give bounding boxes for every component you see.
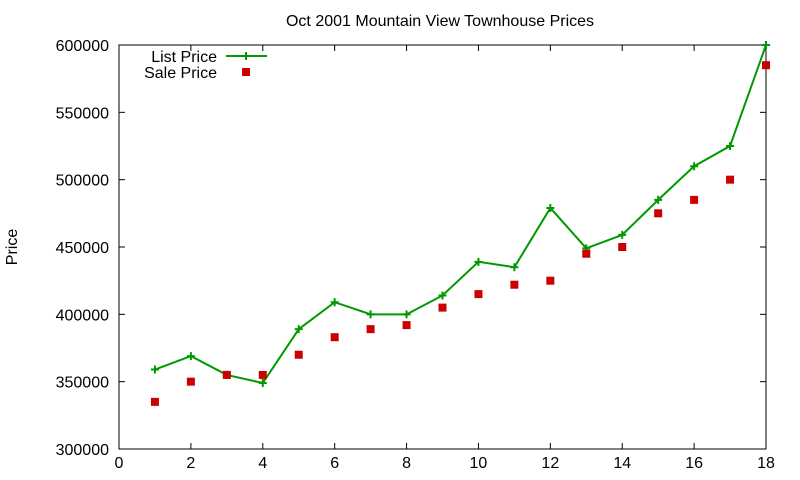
list-price-point bbox=[294, 325, 303, 334]
x-tick-label: 4 bbox=[258, 455, 267, 472]
x-tick-label: 16 bbox=[685, 455, 703, 472]
axis-ticks: 0 2 4 6 8 10 12 14 16 18 300000 350000 400000 450000 5… bbox=[56, 38, 775, 472]
list-price-point bbox=[330, 298, 339, 307]
sale-price-point bbox=[366, 325, 375, 334]
y-axis-label: Price bbox=[4, 229, 21, 266]
x-tick-label: 8 bbox=[402, 455, 411, 472]
plot-frame bbox=[118, 44, 767, 450]
sale-price-point bbox=[294, 350, 303, 359]
x-tick-label: 0 bbox=[115, 455, 124, 472]
sale-price-point bbox=[474, 290, 483, 299]
list-price-point bbox=[510, 263, 519, 272]
list-price-point bbox=[258, 379, 267, 388]
x-tick-label: 2 bbox=[186, 455, 195, 472]
list-price-line bbox=[154, 44, 767, 385]
series-list-price bbox=[150, 41, 770, 388]
sale-price-point bbox=[222, 370, 231, 379]
sale-price-point bbox=[258, 370, 267, 379]
x-tick-label: 14 bbox=[613, 455, 631, 472]
y-tick-label: 300000 bbox=[56, 442, 109, 459]
sale-price-point bbox=[402, 321, 411, 330]
sale-price-point bbox=[582, 249, 591, 258]
list-price-point bbox=[150, 365, 159, 374]
sale-price-point bbox=[546, 276, 555, 285]
list-price-point bbox=[654, 195, 663, 204]
list-price-point bbox=[402, 310, 411, 319]
legend-swatch-marker bbox=[242, 52, 250, 60]
legend-label: List Price bbox=[151, 49, 217, 66]
series-layer bbox=[150, 41, 770, 406]
legend-label: Sale Price bbox=[144, 65, 217, 82]
list-price-point bbox=[186, 352, 195, 361]
sale-price-point bbox=[690, 195, 699, 204]
x-tick-label: 10 bbox=[470, 455, 488, 472]
sale-price-point bbox=[510, 280, 519, 289]
x-tick-label: 12 bbox=[541, 455, 559, 472]
list-price-point bbox=[474, 257, 483, 266]
legend-swatch-marker bbox=[242, 68, 250, 76]
list-price-point bbox=[690, 162, 699, 171]
sale-price-point bbox=[330, 333, 339, 342]
y-tick-label: 550000 bbox=[56, 105, 109, 122]
y-tick-label: 400000 bbox=[56, 307, 109, 324]
list-price-point bbox=[726, 142, 735, 150]
x-tick-label: 6 bbox=[330, 455, 339, 472]
sale-price-point bbox=[150, 397, 159, 406]
x-tick-label: 18 bbox=[757, 455, 775, 472]
series-sale-price bbox=[150, 61, 770, 406]
y-tick-label: 500000 bbox=[56, 173, 109, 190]
list-price-point bbox=[618, 230, 627, 239]
list-price-point bbox=[366, 310, 375, 319]
sale-price-point bbox=[186, 377, 195, 386]
sale-price-point bbox=[654, 209, 663, 218]
sale-price-point bbox=[438, 303, 447, 312]
y-tick-label: 450000 bbox=[56, 240, 109, 257]
list-price-point bbox=[438, 291, 447, 300]
list-price-point bbox=[546, 203, 555, 212]
chart-title: Oct 2001 Mountain View Townhouse Prices bbox=[286, 13, 594, 30]
list-price-point bbox=[762, 41, 770, 49]
sale-price-point bbox=[618, 243, 627, 251]
sale-price-point bbox=[726, 175, 735, 184]
sale-price-point bbox=[762, 61, 770, 70]
y-tick-label: 600000 bbox=[56, 38, 109, 55]
y-tick-label: 350000 bbox=[56, 375, 109, 392]
